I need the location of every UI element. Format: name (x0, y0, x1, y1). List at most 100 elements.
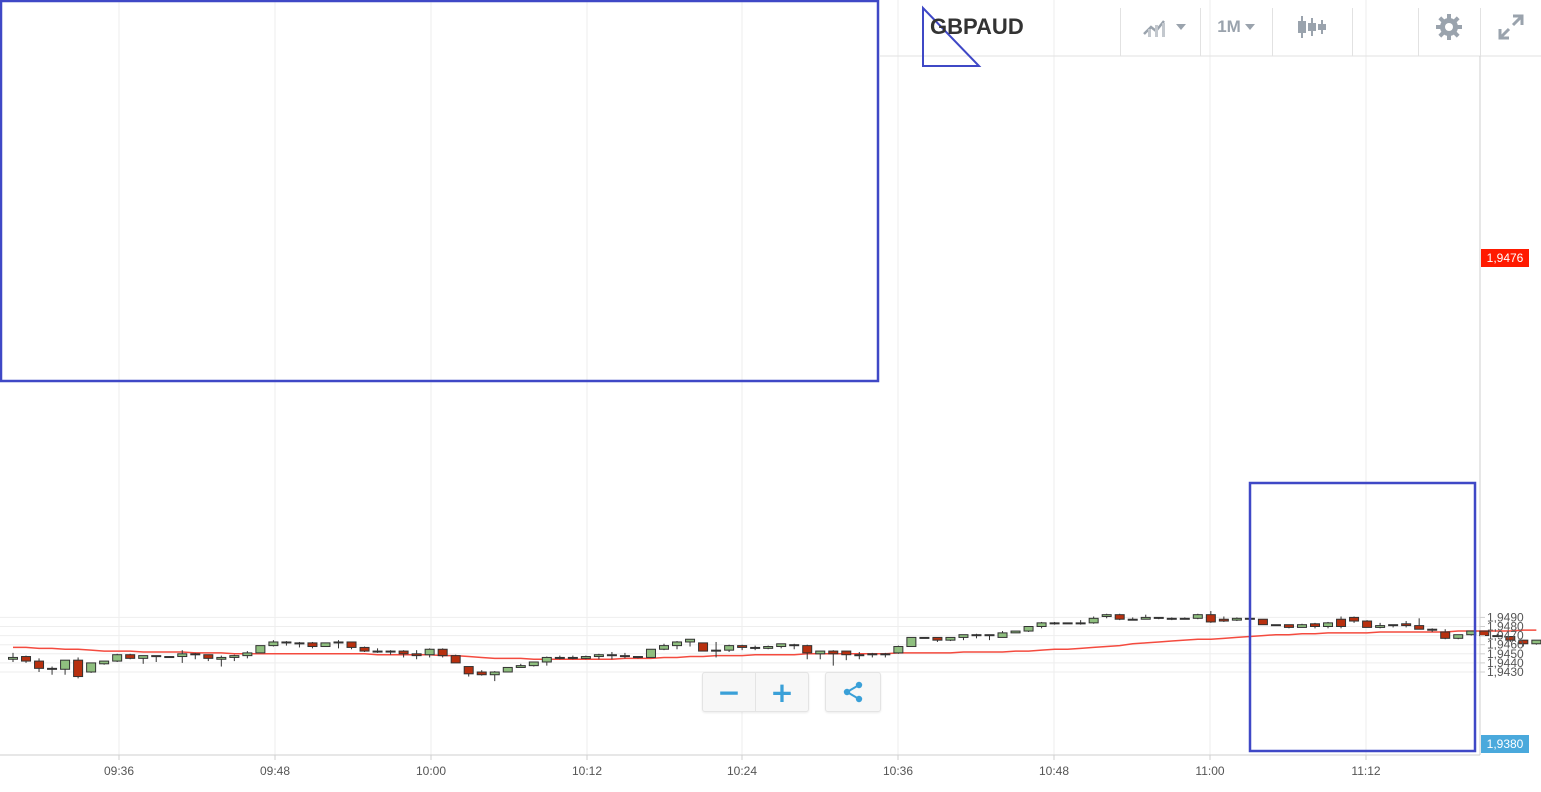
candle-body (177, 653, 188, 658)
zoom-out-button[interactable]: − (717, 675, 741, 709)
candle (21, 655, 32, 663)
candle-body (229, 655, 240, 658)
candle-body (971, 634, 982, 637)
candle (1062, 622, 1073, 625)
cursor-price-label: 1,9380 (1487, 737, 1524, 751)
zoom-in-button[interactable]: + (755, 673, 808, 711)
price-tick-label: 1,9450 (1487, 647, 1524, 661)
candle-body (1179, 617, 1190, 620)
candle-body (841, 650, 852, 656)
candle (1140, 614, 1151, 620)
candle (815, 650, 826, 660)
candle-body (1101, 614, 1112, 617)
share-button[interactable] (825, 672, 881, 712)
candle (437, 648, 448, 658)
fullscreen-button[interactable] (1486, 8, 1536, 46)
candle-body (216, 656, 227, 660)
candle (893, 645, 904, 654)
candle (190, 652, 201, 660)
candle (1283, 624, 1294, 629)
candle (880, 652, 891, 658)
candlestick-icon (1298, 16, 1326, 38)
candle-body (1140, 616, 1151, 620)
candle-body (685, 638, 696, 643)
candle-body (919, 636, 930, 639)
candle (1362, 620, 1373, 628)
candle-body (424, 648, 435, 656)
candle (867, 652, 878, 658)
candle-body (437, 648, 448, 657)
candle (320, 642, 331, 648)
candle-body (867, 653, 878, 656)
candle (1531, 639, 1541, 645)
candle-body (1153, 616, 1164, 619)
candle-body (411, 653, 422, 657)
candle (567, 655, 578, 660)
time-tick-label: 10:00 (416, 764, 446, 778)
candle (8, 652, 18, 662)
candle-body (242, 652, 253, 657)
candle-body (21, 656, 32, 662)
candle (411, 650, 422, 660)
candle (398, 650, 409, 658)
candle (945, 636, 956, 642)
candle-body (268, 641, 279, 647)
candle (1166, 617, 1177, 621)
time-tick-label: 10:24 (727, 764, 757, 778)
candle (984, 634, 995, 641)
candle-body (711, 649, 722, 652)
candle-body (880, 653, 891, 656)
price-axis: 1,94301,94401,94501,94601,94701,94801,94… (1480, 610, 1524, 679)
candle-body (632, 656, 643, 659)
toolbar-separator (1480, 8, 1481, 56)
candle-body (750, 646, 761, 649)
highlight-box-main (0, 0, 880, 383)
candle-style-button[interactable] (1282, 8, 1342, 46)
candle (659, 643, 669, 651)
candle-body (125, 654, 136, 659)
timeframe-label: 1M (1217, 17, 1241, 36)
candle-body (151, 655, 162, 658)
candle-body (789, 644, 800, 647)
candle-body (1505, 636, 1516, 641)
candle-body (1401, 623, 1412, 627)
time-tick-label: 11:00 (1195, 764, 1224, 778)
time-tick-label: 10:48 (1039, 764, 1069, 778)
candle-body (1427, 628, 1438, 631)
candle-body (1205, 614, 1216, 623)
candle-body (984, 634, 995, 637)
highlight-triangle (922, 5, 982, 67)
candle-body (1036, 622, 1047, 627)
candle-body (1231, 617, 1242, 621)
chart-type-button[interactable] (1134, 8, 1194, 46)
candle-body (619, 655, 630, 658)
candle (333, 640, 344, 649)
expand-icon (1498, 14, 1524, 40)
candle (737, 644, 748, 651)
candle-body (1323, 622, 1334, 627)
candle (1427, 628, 1438, 632)
settings-button[interactable] (1424, 8, 1474, 46)
candle-body (672, 641, 683, 647)
candle (203, 654, 214, 662)
candle-body (8, 656, 18, 660)
candle-body (854, 654, 865, 657)
candle (776, 643, 787, 649)
line-chart-icon (1143, 20, 1165, 37)
candle (828, 650, 839, 666)
price-tick-label: 1,9430 (1487, 665, 1524, 679)
timeframe-button[interactable]: 1M (1206, 8, 1266, 46)
candle-body (567, 656, 578, 659)
candle (632, 656, 643, 659)
candle (502, 666, 513, 673)
candle-body (724, 645, 735, 651)
candle (1401, 621, 1412, 628)
candle-body (1062, 622, 1073, 625)
toolbar-separator (1200, 8, 1201, 56)
candle-body (1349, 616, 1360, 622)
candle-body (99, 660, 110, 665)
candle-body (86, 662, 97, 673)
candle-body (1127, 618, 1138, 621)
candle-body (398, 650, 409, 655)
